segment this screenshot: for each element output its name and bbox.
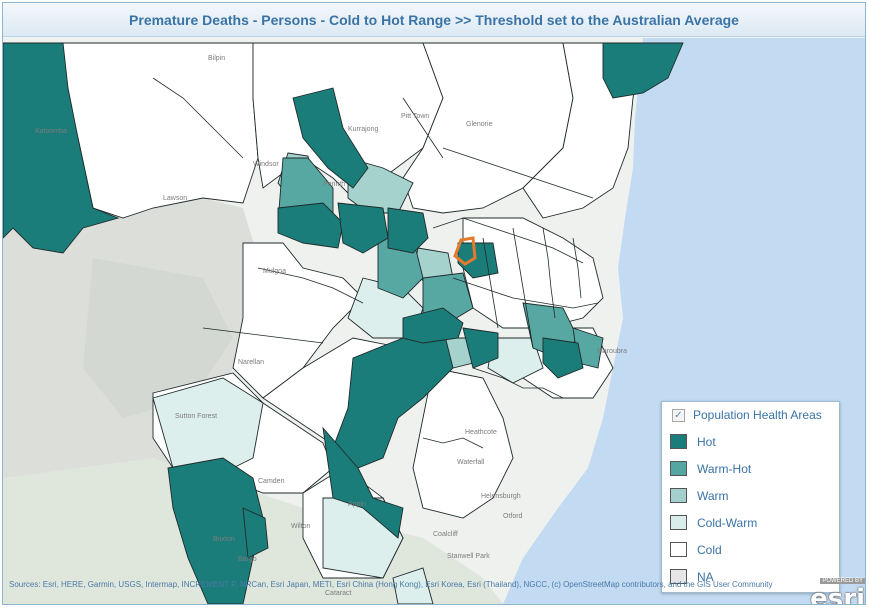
map-attribution[interactable]: Sources: Esri, HERE, Garmin, USGS, Inter… [9, 580, 773, 589]
place-label: Stanwell Park [447, 553, 490, 560]
place-label: Cataract [325, 590, 352, 597]
region-hot-northcoast[interactable] [602, 42, 684, 99]
place-label: Sutton Forest [175, 413, 217, 420]
layer-visibility-checkbox[interactable]: ✓ [672, 408, 685, 422]
legend-item-cold: Cold [662, 536, 839, 563]
legend-item-label: Warm-Hot [697, 461, 752, 476]
region-hot-4[interactable] [337, 202, 389, 254]
highlighted-area[interactable] [453, 236, 477, 266]
legend-item-cold-warm: Cold-Warm [662, 509, 839, 536]
region-hot-2[interactable] [292, 87, 369, 189]
region-hot-10[interactable] [462, 327, 499, 369]
legend-swatch [670, 434, 687, 449]
map-svg[interactable]: Katoomba Mulgoa Penrith Windsor Appin Ca… [3, 38, 865, 604]
place-label: Wilton [291, 523, 311, 530]
map-canvas[interactable]: Katoomba Mulgoa Penrith Windsor Appin Ca… [3, 38, 865, 604]
place-label: Penrith [323, 181, 345, 188]
place-label: Coalcliff [433, 531, 458, 538]
place-label: Otford [503, 513, 523, 520]
place-label: Bilpin [208, 55, 225, 62]
region-hot-3[interactable] [277, 202, 344, 249]
legend-item-label: Warm [697, 488, 729, 503]
legend-item-warm-hot: Warm-Hot [662, 455, 839, 482]
region-hot-9[interactable] [402, 307, 464, 344]
legend-item-warm: Warm [662, 482, 839, 509]
place-label: Windsor [253, 161, 279, 168]
legend-item-label: Cold-Warm [697, 515, 758, 530]
legend-swatch [670, 461, 687, 476]
place-label: Narellan [238, 359, 264, 366]
legend-item-hot: Hot [662, 428, 839, 455]
suburb-boundaries [152, 77, 599, 449]
region-hot-5[interactable] [387, 207, 429, 254]
place-label: Maroubra [597, 348, 627, 355]
region-coldwarm-6[interactable] [392, 567, 434, 604]
region-hot-katoomba[interactable] [3, 42, 120, 254]
legend-swatch [670, 542, 687, 557]
legend-item-na: NA [662, 563, 839, 590]
park-inner [83, 258, 233, 418]
legend-swatch [670, 488, 687, 503]
map-title: Premature Deaths - Persons - Cold to Hot… [3, 3, 865, 37]
place-label: Appin [348, 501, 366, 508]
place-label: Lawson [163, 195, 187, 202]
place-label: Kurrajong [348, 126, 378, 133]
region-cold-5[interactable] [232, 242, 364, 399]
region-hot-8[interactable] [322, 426, 404, 539]
legend-item-label: Hot [697, 434, 716, 449]
legend-layer-name: Population Health Areas [693, 408, 822, 422]
region-hot-12[interactable] [242, 507, 269, 559]
region-hot-11[interactable] [542, 337, 584, 379]
hot-regions [3, 42, 684, 604]
legend-panel: ✓ Population Health Areas Hot Warm-Hot W… [661, 401, 840, 593]
place-label: Buxton [213, 536, 235, 543]
region-hot-buxton[interactable] [167, 457, 264, 604]
place-label: Katoomba [35, 128, 67, 135]
esri-powered-by: POWERED BY [820, 578, 865, 584]
region-coldwarm-5[interactable] [487, 337, 544, 384]
region-cold-8[interactable] [412, 367, 514, 519]
legend-swatch [670, 515, 687, 530]
legend-item-label: NA [697, 569, 714, 584]
place-label: Mulgoa [263, 268, 286, 275]
place-label: Camden [258, 478, 285, 485]
place-label: Waterfall [457, 459, 485, 466]
legend-layer-row[interactable]: ✓ Population Health Areas [662, 402, 839, 428]
place-label: Glenorie [466, 121, 493, 128]
esri-wordmark: esri [810, 584, 865, 605]
esri-logo[interactable]: POWERED BY esri [805, 569, 865, 605]
region-cold-1[interactable] [62, 42, 259, 219]
legend-item-label: Cold [697, 542, 722, 557]
place-labels: Katoomba Mulgoa Penrith Windsor Appin Ca… [35, 55, 627, 597]
place-label: Bargo [238, 556, 257, 563]
region-cold-9[interactable] [462, 217, 604, 329]
place-label: Pitt Town [401, 113, 429, 120]
place-label: Helensburgh [481, 493, 521, 500]
legend-swatch [670, 569, 687, 584]
place-label: Heathcote [465, 429, 497, 436]
